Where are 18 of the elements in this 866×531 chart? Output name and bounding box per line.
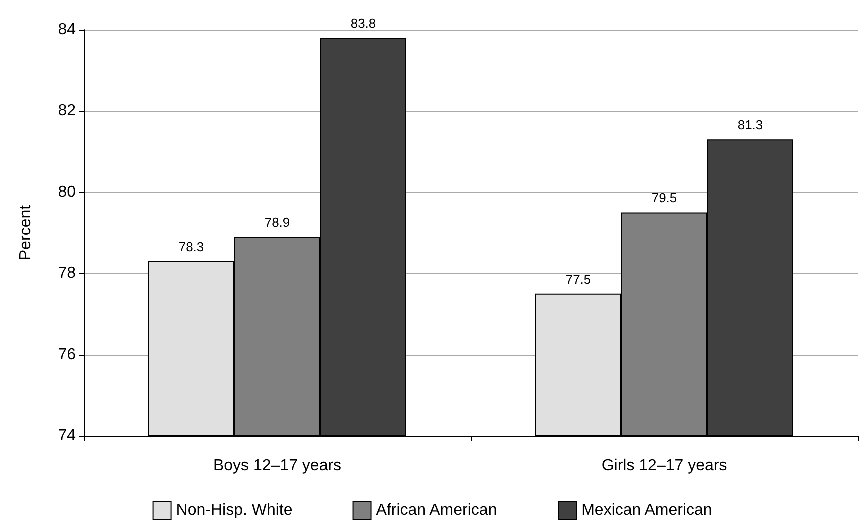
- data-label: 81.3: [738, 118, 764, 133]
- data-label: 83.8: [350, 16, 376, 32]
- legend-label: Non-Hisp. White: [176, 502, 293, 519]
- y-tick-label: 82: [58, 102, 76, 120]
- data-label: 77.5: [566, 272, 592, 287]
- legend-label: African American: [376, 502, 498, 519]
- data-label: 79.5: [652, 190, 678, 206]
- x-tick-label: Girls 12–17 years: [602, 458, 728, 474]
- y-tick-label: 78: [58, 265, 76, 282]
- y-tick-label: 76: [58, 346, 76, 364]
- y-tick-label: 74: [58, 428, 76, 444]
- data-label: 78.3: [178, 239, 204, 254]
- data-label: 78.9: [264, 215, 290, 230]
- y-tick-label: 84: [58, 22, 76, 38]
- y-tick-label: 80: [58, 184, 76, 201]
- y-axis-title: Percent: [18, 204, 34, 261]
- legend-label: Mexican American: [582, 502, 712, 519]
- x-tick-label: Boys 12–17 years: [213, 458, 342, 474]
